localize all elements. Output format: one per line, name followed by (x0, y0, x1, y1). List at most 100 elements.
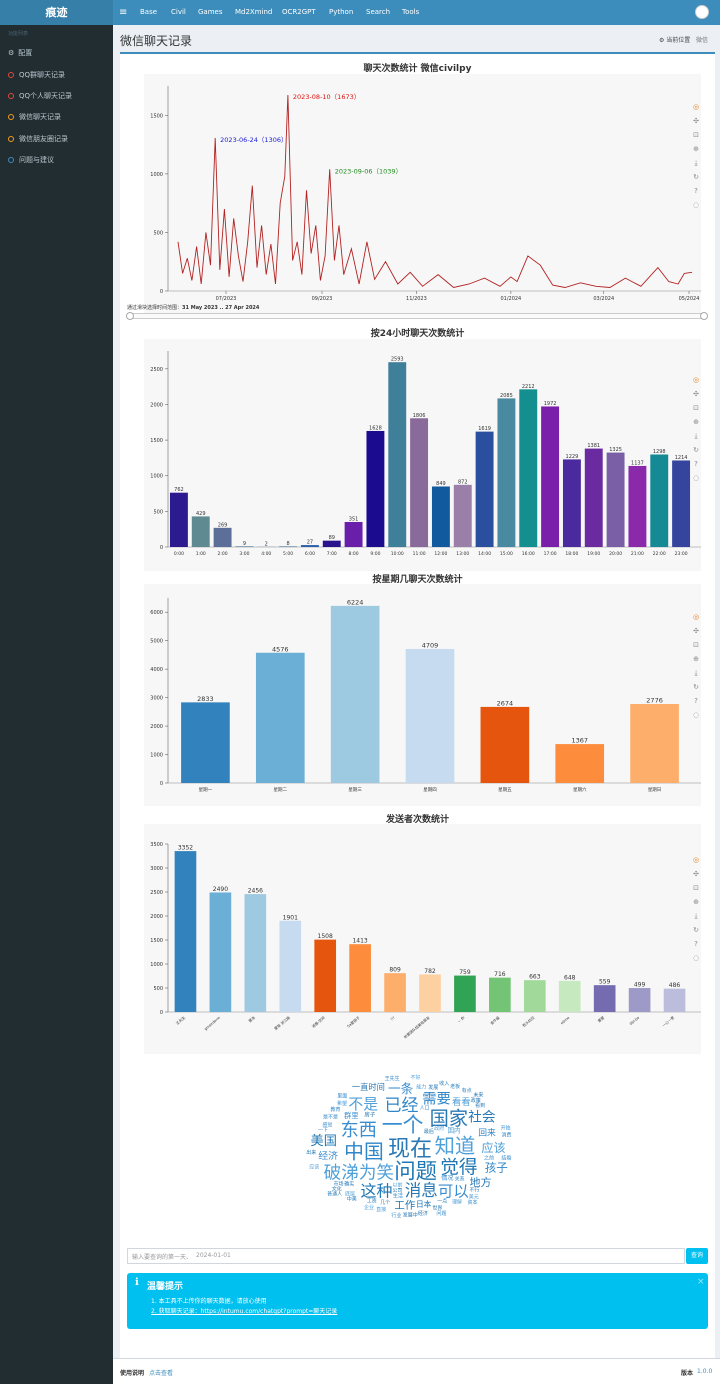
date-range-slider[interactable] (126, 312, 708, 320)
y-tick-label: 2000 (150, 914, 163, 920)
palette-icon[interactable]: ◎ (692, 376, 700, 384)
tips-item-link[interactable]: 2. 获取聊天记录：https://intumu.com/chatgpt?pro… (151, 1308, 338, 1315)
refresh-icon[interactable]: ↻ (693, 173, 699, 181)
nav-search[interactable]: Search (366, 8, 391, 16)
nav-civil[interactable]: Civil (171, 8, 186, 16)
user-avatar[interactable] (695, 5, 709, 19)
word-cloud-word: 有点 (462, 1087, 472, 1094)
bar-data-label: 1381 (587, 443, 600, 449)
download-icon[interactable]: ⤓ (694, 159, 698, 167)
word-cloud-word: 确实 (344, 1181, 354, 1188)
move-icon[interactable]: ✣ (693, 390, 699, 398)
word-cloud-word: 一下 (318, 1128, 328, 1134)
bar-data-label: 1367 (571, 737, 588, 745)
bar-data-label: 2085 (500, 393, 513, 399)
hide-icon[interactable]: ◌ (692, 711, 700, 719)
word-cloud-word: 已经 (384, 1096, 418, 1116)
help-icon[interactable]: ? (694, 187, 698, 195)
zoom-reset-icon[interactable]: ⊕ (693, 898, 699, 906)
help-icon[interactable]: ? (694, 460, 698, 468)
nav-ocr2gpt[interactable]: OCR2GPT (282, 8, 316, 16)
bar (523, 980, 546, 1012)
close-icon[interactable]: × (697, 1277, 705, 1287)
bar-data-label: 762 (174, 487, 184, 493)
date-search-input[interactable]: 输入要查询的第一天、 2024-01-01 (127, 1248, 685, 1264)
palette-icon[interactable]: ◎ (692, 613, 700, 621)
senders-bar-chart[interactable]: 0 500 1000 1500 2000 2500 3000 3500 3352 王先生 2490 g… (144, 824, 701, 1054)
zoom-select-icon[interactable]: ⊡ (693, 641, 699, 649)
y-tick-label: 500 (153, 986, 163, 992)
menu-toggle-icon[interactable]: ≡ (119, 7, 128, 18)
zoom-select-icon[interactable]: ⊡ (693, 404, 699, 412)
bar (606, 452, 625, 547)
palette-icon[interactable]: ◎ (692, 856, 700, 864)
chart-panel-senders: 0 500 1000 1500 2000 2500 3000 3500 3352 王先生 2490 g… (144, 824, 701, 1054)
bar (279, 920, 302, 1012)
x-tick-label: 王先生 (175, 1015, 187, 1026)
refresh-icon[interactable]: ↻ (693, 926, 699, 934)
sidebar-item-wechat-chat[interactable]: 微信聊天记录 (8, 110, 61, 124)
sidebar-item-wechat-moments[interactable]: 微信朋友圈记录 (8, 132, 68, 146)
sidebar-item-feedback[interactable]: 问题与建议 (8, 153, 54, 167)
bar (672, 460, 691, 547)
word-cloud-word: 破涕为笑 (324, 1164, 394, 1184)
footer: 使用说明 点击查看 版本 1.0.0 (113, 1358, 720, 1384)
move-icon[interactable]: ✣ (693, 627, 699, 635)
gear-icon: ⚙ (659, 37, 667, 44)
weekday-bar-chart[interactable]: 0 1000 2000 3000 4000 5000 6000 2833 星期一 4576 星期二 6… (144, 584, 701, 806)
hide-icon[interactable]: ◌ (692, 201, 700, 209)
download-icon[interactable]: ⤓ (694, 669, 698, 677)
sidebar-header: 功能列表 (8, 31, 29, 37)
download-icon[interactable]: ⤓ (694, 432, 698, 440)
bar (562, 459, 581, 547)
palette-icon[interactable]: ◎ (692, 103, 700, 111)
slider-handle-start[interactable] (126, 312, 134, 320)
usage-link[interactable]: 点击查看 (149, 1370, 174, 1377)
nav-games[interactable]: Games (198, 8, 223, 16)
zoom-reset-icon[interactable]: ⊕ (693, 145, 699, 153)
bar (480, 706, 530, 783)
bar (235, 546, 254, 547)
sidebar-item-qq-group[interactable]: QQ群聊天记录 (8, 68, 65, 82)
nav-tools[interactable]: Tools (402, 8, 420, 16)
sidebar-item-config[interactable]: ⚙ 配置 (8, 46, 32, 60)
zoom-select-icon[interactable]: ⊡ (693, 884, 699, 892)
timeline-line-chart[interactable]: 0 500 1000 1500 07/2023 09/2023 11/2023 01/2024… (144, 74, 701, 314)
help-icon[interactable]: ? (694, 940, 698, 948)
hide-icon[interactable]: ◌ (692, 954, 700, 962)
ring-icon (8, 114, 14, 120)
move-icon[interactable]: ✣ (693, 870, 699, 878)
zoom-reset-icon[interactable]: ⊕ (693, 418, 699, 426)
word-cloud-word: 可以 (438, 1183, 469, 1201)
bar (181, 702, 230, 783)
zoom-select-icon[interactable]: ⊡ (693, 131, 699, 139)
bar-data-label: 2776 (646, 696, 663, 704)
word-cloud-word: 直接 (376, 1206, 386, 1213)
bar (555, 744, 605, 783)
slider-handle-end[interactable] (700, 312, 708, 320)
help-icon[interactable]: ? (694, 697, 698, 705)
zoom-reset-icon[interactable]: ⊕ (693, 655, 699, 663)
brand-logo[interactable]: 痕迹 (0, 0, 113, 25)
hide-icon[interactable]: ◌ (692, 474, 700, 482)
version-label: 版本 (681, 1370, 694, 1377)
x-tick-label: 14:00 (478, 551, 491, 557)
refresh-icon[interactable]: ↻ (693, 446, 699, 454)
search-button[interactable]: 查询 (686, 1248, 708, 1264)
download-icon[interactable]: ⤓ (694, 912, 698, 920)
usage-label: 使用说明 (120, 1370, 145, 1377)
bar-data-label: 1619 (478, 426, 491, 432)
breadcrumb-location-label: 当前位置 (666, 37, 691, 44)
bar (388, 362, 407, 547)
hours-bar-chart[interactable]: 0 500 1000 1500 2000 2500 762 0:00 429 1:00 269 2:0… (144, 339, 701, 571)
sidebar-item-qq-personal[interactable]: QQ个人聊天记录 (8, 89, 72, 103)
move-icon[interactable]: ✣ (693, 117, 699, 125)
breadcrumb-location[interactable]: ⚙ 当前位置 (659, 35, 690, 44)
refresh-icon[interactable]: ↻ (693, 683, 699, 691)
bar (454, 975, 476, 1012)
nav-base[interactable]: Base (140, 8, 158, 16)
nav-python[interactable]: Python (329, 8, 354, 16)
bar (279, 546, 298, 547)
nav-md2xmind[interactable]: Md2Xmind (235, 8, 273, 16)
